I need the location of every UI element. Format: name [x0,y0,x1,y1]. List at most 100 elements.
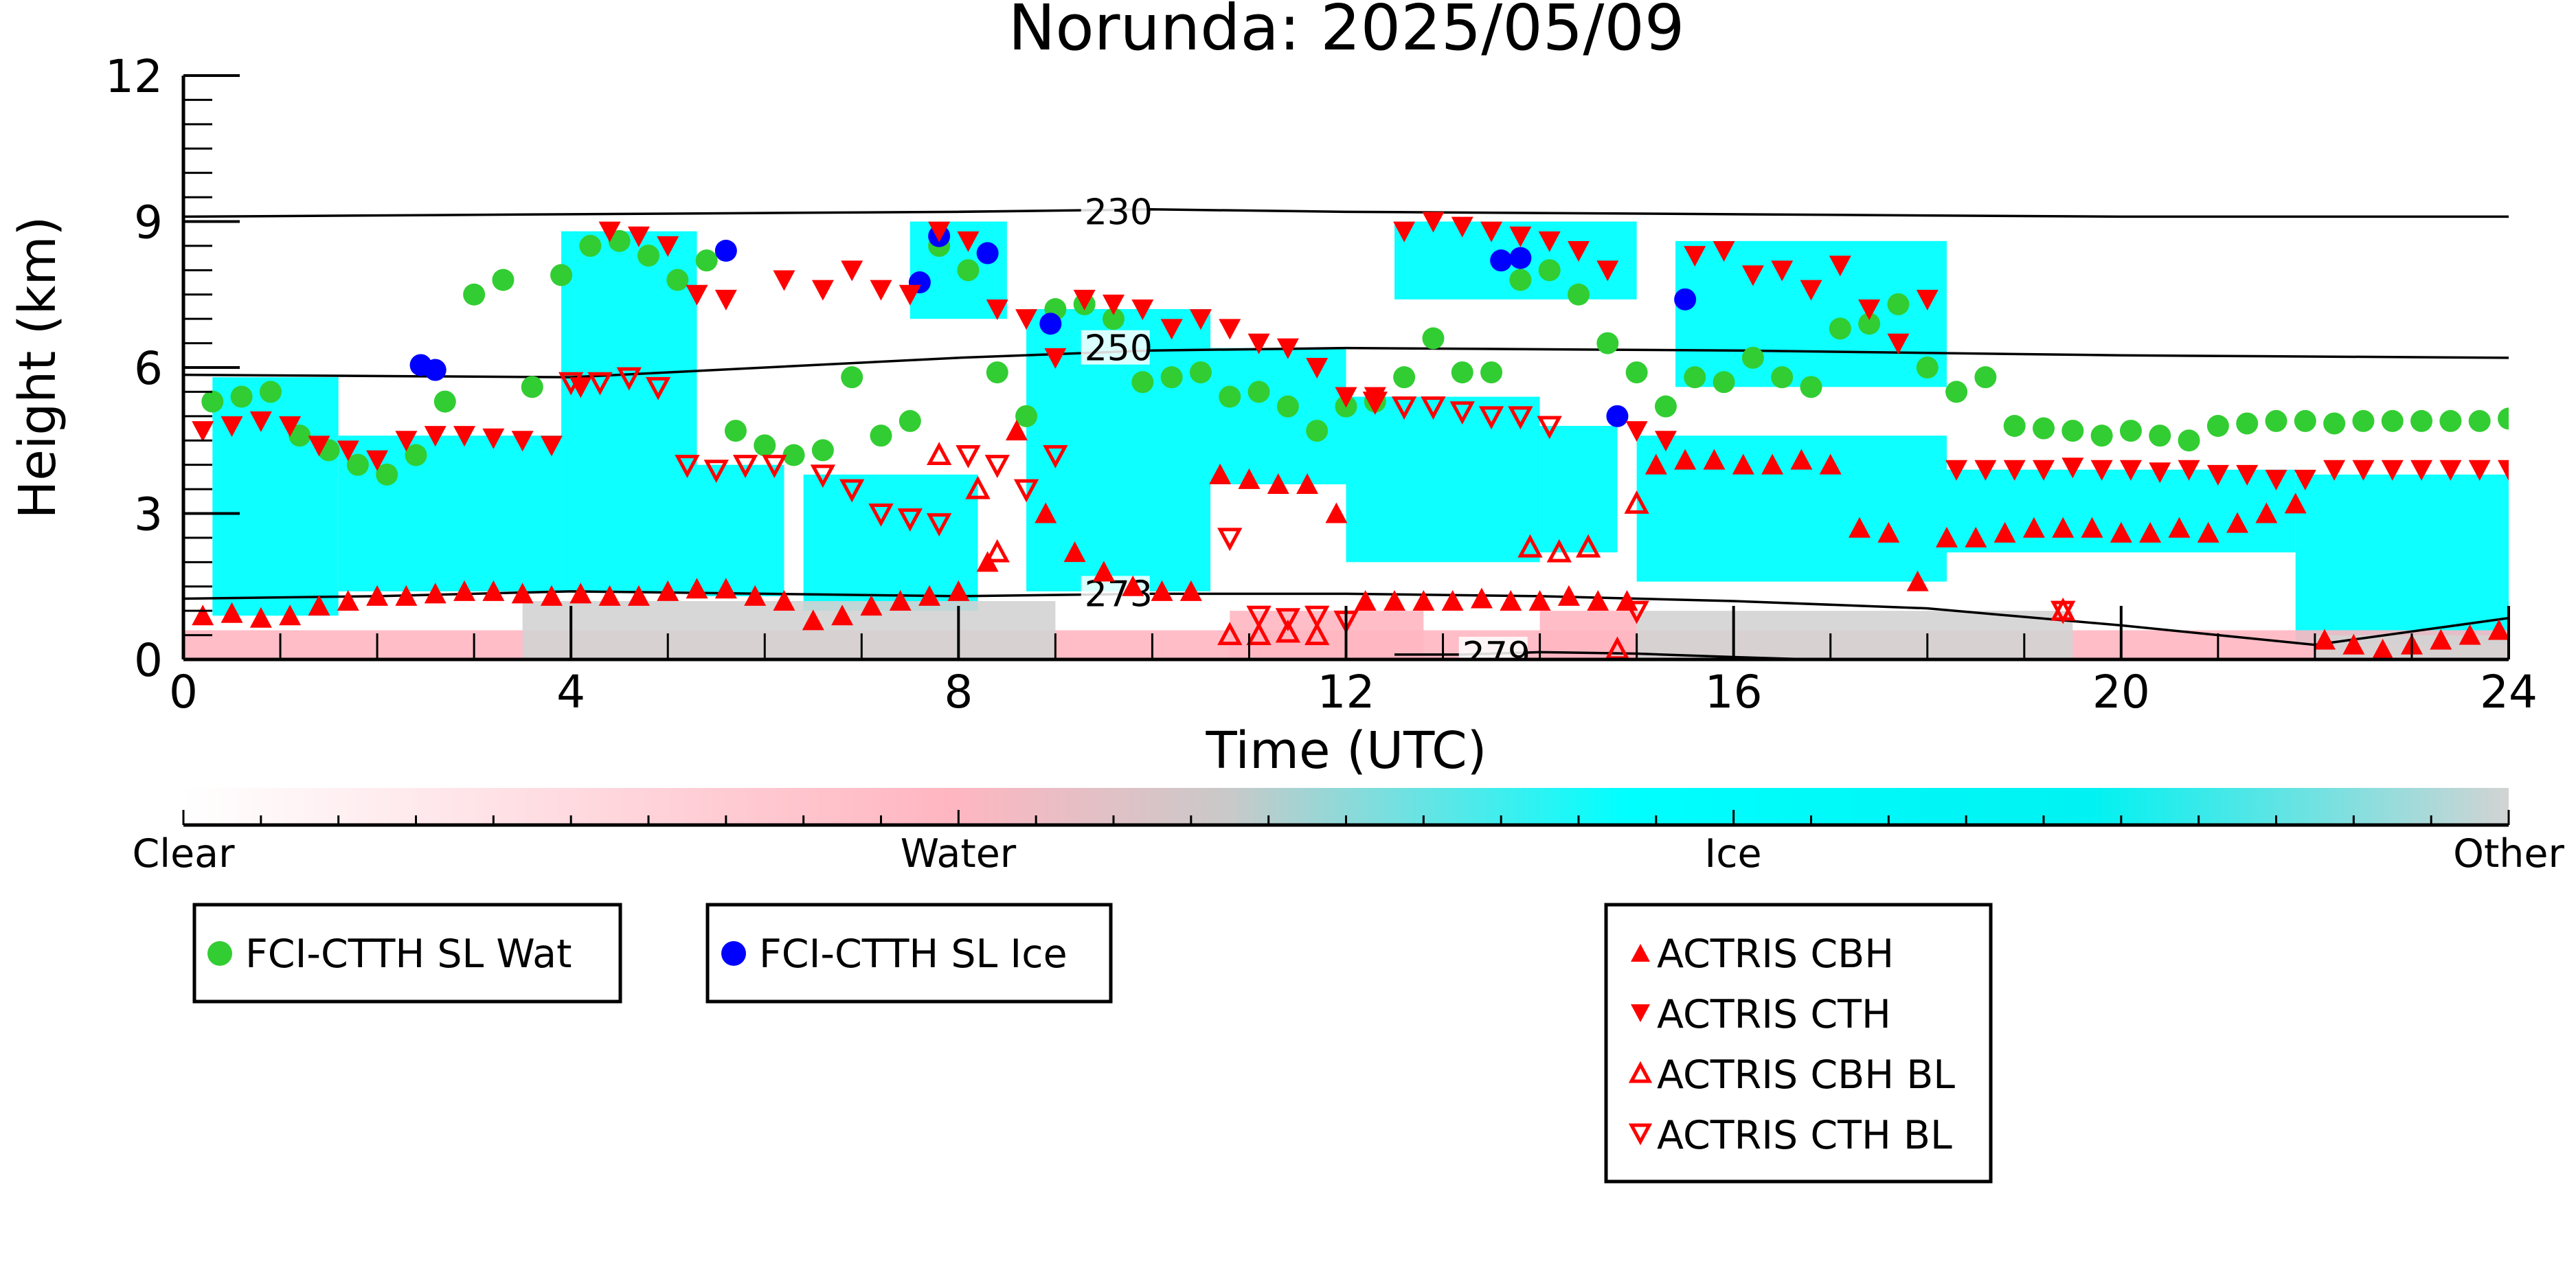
point-triangle-up-open [926,442,952,465]
cloud-region-ice [803,474,978,611]
point-triangle-down [1800,280,1822,301]
point-triangle-up [1354,590,1377,611]
point-triangle-down [1509,226,1532,247]
point-circle [2294,409,2316,432]
colorbar-label-water: Water [901,831,1017,877]
point-triangle-up [337,590,359,611]
y-axis-label: Height (km) [8,216,67,519]
legend-label-fci-ice: FCI-CTTH SL Ice [759,931,1067,977]
point-triangle-down [1887,333,1910,354]
point-triangle-down-open [868,504,894,527]
point-circle [2061,420,2084,442]
point-circle [2468,409,2491,432]
cloud-region-ice [1346,396,1540,563]
point-circle [1713,371,1735,394]
point-triangle-down [1858,300,1881,320]
point-triangle-up [1296,473,1319,494]
point-triangle-up [1761,453,1784,475]
point-triangle-up [1151,580,1173,601]
contour-label-279: 279 [1462,635,1530,676]
contour-279 [1394,651,1811,659]
point-triangle-up [1267,473,1289,494]
legend-marker-actris-cbh-bl [1628,1061,1653,1083]
chart-title: Norunda: 2025/05/09 [1008,0,1685,65]
colorbar-label-ice: Ice [1704,831,1761,877]
point-triangle-down [1771,260,1794,282]
point-triangle-down [366,450,389,471]
point-triangle-down-open [1013,479,1039,503]
point-triangle-down-open [616,367,642,391]
point-triangle-up [2342,633,2365,655]
point-triangle-down [1276,338,1299,359]
point-triangle-down [657,236,679,257]
x-tick-label: 12 [1318,666,1375,719]
point-triangle-down-open [703,460,729,484]
point-circle [1189,361,1212,384]
point-circle [2033,417,2055,440]
point-triangle-up [744,585,767,606]
point-triangle-up [1412,590,1435,611]
point-triangle-down [773,270,795,291]
y-tick-label: 9 [134,196,163,249]
point-circle [976,242,999,264]
point-circle [201,390,224,413]
point-triangle-down [1335,387,1357,408]
point-triangle-down [1247,333,1270,354]
point-triangle-down-open [645,376,671,400]
legend-label-actris-cbh: ACTRIS CBH [1657,931,1894,977]
point-circle [579,234,602,257]
point-triangle-down [1829,256,1851,277]
legend-label-actris-cth-bl: ACTRIS CTH BL [1657,1113,1952,1158]
point-triangle-up [395,585,418,606]
point-circle [405,444,427,466]
point-triangle-up [1703,449,1726,470]
cloud-region-ice [561,231,697,591]
series-actris-cbh-bl [926,442,2076,659]
colorbar: Clear Water Ice Other [132,788,2564,877]
point-triangle-up [453,580,476,601]
point-circle [1945,381,1968,403]
point-triangle-up [1819,453,1842,475]
point-triangle-down [1596,260,1619,282]
point-triangle-down [627,226,650,247]
point-circle [870,425,892,447]
point-circle [1422,327,1445,350]
point-triangle-down-open [1391,396,1417,420]
point-triangle-down [811,280,834,301]
point-circle [2149,425,2171,447]
point-circle [666,269,689,291]
point-triangle-down [2236,464,2259,486]
point-circle [424,359,447,381]
point-triangle-up [1587,590,1609,611]
point-triangle-up-open [1246,622,1272,646]
point-triangle-down [2498,460,2509,481]
point-triangle-up-open [1546,539,1572,563]
point-circle [2236,412,2259,435]
point-triangle-down [1713,241,1735,262]
legend-label-actris-cth: ACTRIS CTH [1657,992,1891,1037]
point-triangle-down [2352,460,2375,481]
point-triangle-down [337,440,359,462]
point-circle [521,376,543,398]
point-triangle-up-open [984,539,1010,563]
point-circle [1887,293,1910,315]
point-circle [2439,409,2462,432]
point-triangle-down [2033,460,2055,481]
point-triangle-up [482,580,505,601]
point-circle [1538,259,1561,282]
x-tick-label: 4 [556,666,585,719]
point-triangle-up [657,580,679,601]
x-tick-label: 8 [944,666,973,719]
point-circle [1741,346,1764,369]
point-circle [2090,425,2113,447]
point-triangle-up [947,580,970,601]
point-circle [1131,371,1154,394]
point-triangle-up [2197,521,2219,543]
point-circle [811,439,834,462]
cloud-region-ice [2295,474,2509,645]
contour-label-bg [1458,636,1528,659]
point-circle [1625,361,1648,384]
point-triangle-down-open [1508,406,1533,430]
point-triangle-down [1306,358,1329,379]
cloud-region-ice [1539,426,1618,553]
